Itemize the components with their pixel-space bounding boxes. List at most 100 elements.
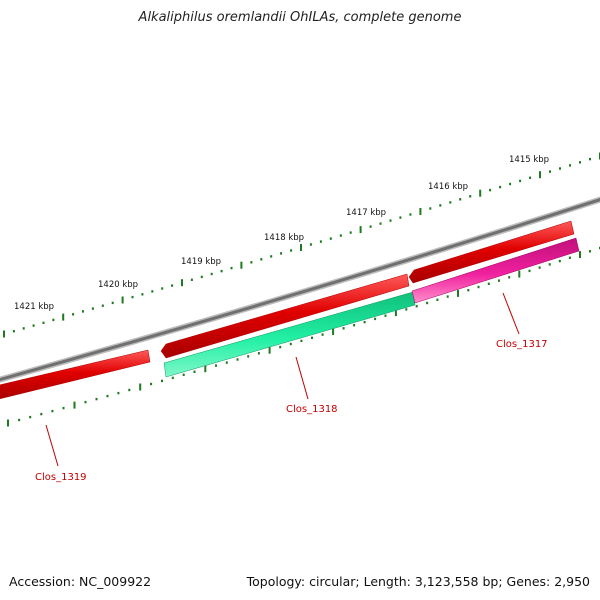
inner-tick (18, 418, 21, 422)
outer-tick (569, 164, 571, 167)
outer-tick (32, 324, 35, 327)
inner-tick (29, 415, 32, 419)
outer-tick (290, 249, 293, 252)
outer-tick (131, 295, 134, 299)
inner-tick (548, 263, 551, 266)
inner-tick (289, 342, 292, 346)
scale-label-1416: 1416 kbp (428, 182, 468, 192)
inner-tick (518, 270, 521, 278)
outer-tick (12, 330, 15, 333)
outer-tick (270, 255, 273, 258)
inner-tick (321, 333, 324, 336)
scale-label-1419: 1419 kbp (181, 257, 221, 267)
outer-tick (539, 171, 541, 179)
outer-tick (309, 243, 312, 246)
genome-summary-text: Topology: circular; Length: 3,123,558 bp… (246, 574, 590, 589)
inner-tick (40, 412, 43, 416)
inner-tick (538, 266, 541, 269)
inner-tick (171, 376, 174, 380)
gene-clos-1318-arrow[interactable] (163, 291, 416, 378)
inner-tick (236, 358, 239, 361)
inner-tick (279, 345, 282, 349)
inner-tick (363, 320, 366, 324)
outer-tick (429, 207, 432, 210)
genome-backbone-core (0, 198, 600, 382)
outer-tick (280, 252, 283, 255)
outer-tick (230, 266, 233, 270)
clos-1319-leader (45, 424, 59, 467)
inner-tick (394, 309, 397, 317)
inner-tick (117, 391, 120, 395)
inner-tick (257, 352, 260, 355)
inner-tick (193, 370, 196, 373)
inner-tick (7, 419, 9, 427)
outer-tick (479, 189, 482, 197)
outer-tick (329, 237, 332, 240)
outer-tick (389, 219, 392, 222)
inner-tick (589, 250, 591, 253)
inner-tick (498, 279, 500, 282)
scale-label-1421: 1421 kbp (14, 302, 54, 312)
outer-tick (121, 296, 124, 304)
outer-tick (439, 204, 442, 207)
gene-forward-2[interactable] (160, 273, 410, 359)
outer-tick (42, 321, 45, 324)
outer-tick (52, 318, 55, 322)
outer-tick (72, 313, 75, 316)
outer-tick (379, 222, 382, 225)
inner-tick (508, 276, 511, 279)
inner-tick (204, 365, 207, 373)
inner-tick (62, 406, 65, 410)
scale-label-1417: 1417 kbp (346, 208, 386, 218)
gene-label-clos-1319: Clos_1319 (35, 472, 87, 483)
outer-tick (22, 327, 25, 330)
outer-tick (101, 304, 104, 307)
inner-tick (215, 364, 217, 367)
inner-tick (426, 301, 429, 305)
gene-forward-3[interactable] (408, 220, 575, 284)
scale-label-1415: 1415 kbp (509, 155, 549, 165)
clos-1318-leader (295, 356, 309, 400)
outer-tick (319, 240, 322, 243)
outer-tick (190, 278, 193, 281)
inner-tick (139, 383, 142, 391)
scale-label-1418: 1418 kbp (264, 233, 304, 243)
inner-tick (182, 373, 185, 376)
inner-tick (528, 269, 531, 273)
outer-tick (141, 293, 144, 296)
scale-label-1420: 1420 kbp (98, 280, 138, 290)
outer-tick (161, 287, 164, 290)
gene-label-clos-1317: Clos_1317 (496, 339, 548, 350)
gene-clos-1319-arrow[interactable] (0, 349, 151, 400)
inner-tick (247, 355, 250, 358)
outer-tick (220, 269, 223, 273)
outer-tick (579, 161, 581, 164)
outer-tick (549, 170, 551, 173)
outer-tick (250, 261, 253, 264)
outer-tick (240, 261, 243, 269)
outer-tick (210, 272, 213, 276)
inner-tick (51, 409, 54, 413)
inner-tick (150, 382, 153, 386)
outer-tick (589, 157, 591, 161)
inner-tick (374, 317, 377, 321)
inner-tick (405, 308, 408, 311)
inner-tick (558, 259, 561, 263)
outer-tick (349, 231, 352, 234)
gene-label-clos-1318: Clos_1318 (286, 404, 338, 415)
inner-tick (106, 394, 109, 398)
inner-tick (436, 298, 439, 301)
inner-tick (579, 251, 581, 259)
gene-clos-1317-arrow[interactable] (411, 237, 580, 304)
outer-tick (449, 201, 452, 204)
accession-text: Accession: NC_009922 (9, 574, 152, 589)
outer-tick (559, 167, 561, 170)
outer-tick (200, 275, 203, 279)
outer-tick (399, 216, 402, 219)
inner-tick (477, 285, 480, 289)
map-title: Alkaliphilus oremlandii OhILAs, complete… (138, 10, 462, 25)
inner-tick (342, 327, 345, 330)
inner-tick (311, 336, 313, 339)
inner-tick (568, 256, 571, 259)
